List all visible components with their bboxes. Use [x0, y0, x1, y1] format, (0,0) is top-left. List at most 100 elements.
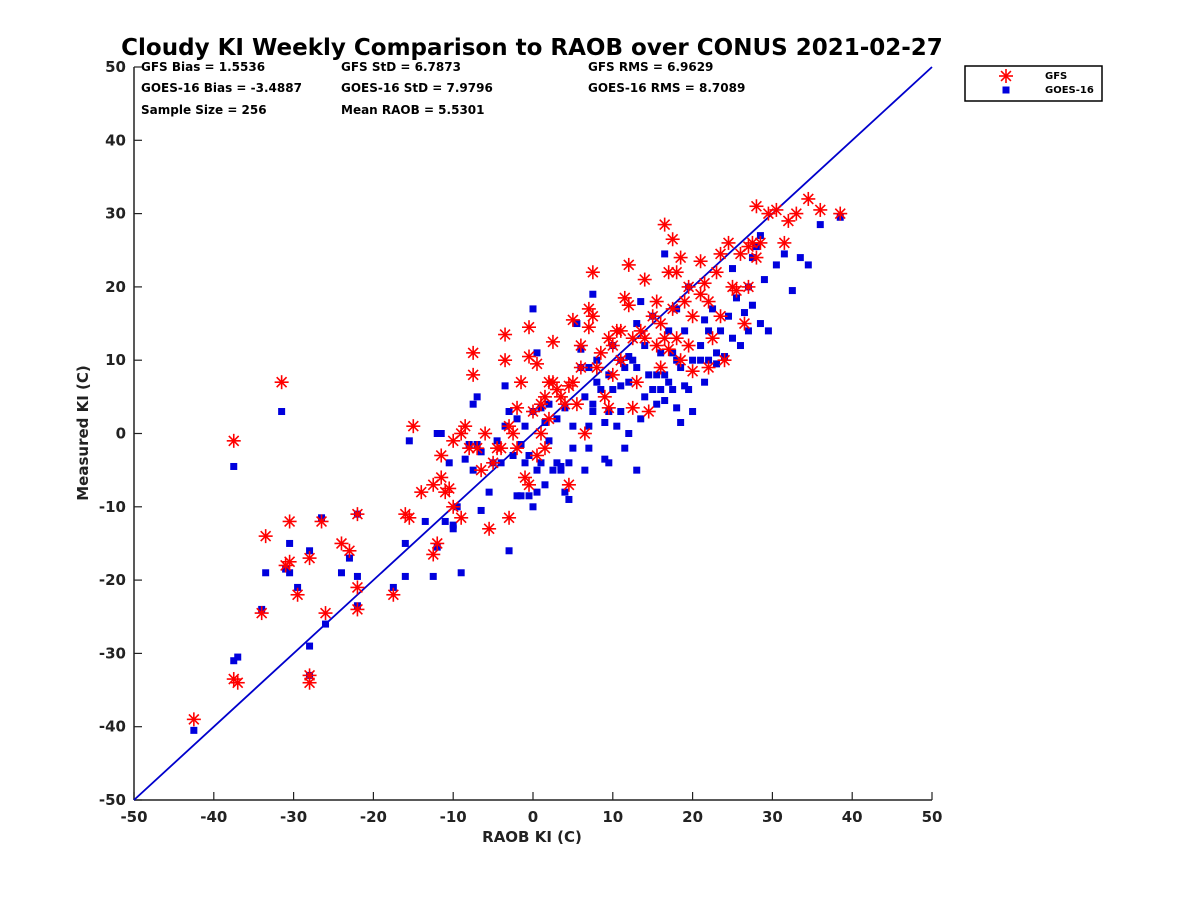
gfs-point [613, 323, 628, 338]
gfs-point [605, 338, 620, 353]
gfs-point [729, 283, 744, 298]
goes16-point [505, 408, 513, 416]
x-tick-label: -10 [440, 808, 467, 826]
goes16-point [681, 382, 689, 390]
goes16-point [804, 261, 812, 269]
goes16-point [469, 400, 477, 408]
goes16-point [557, 466, 565, 474]
goes16-point [262, 569, 270, 577]
goes16-point [457, 569, 465, 577]
gfs-point [510, 441, 525, 456]
goes16-point [513, 492, 521, 500]
goes16-point [533, 349, 541, 357]
goes16-point [322, 620, 330, 628]
goes16-point [529, 503, 537, 511]
goes16-point [497, 459, 505, 467]
goes16-point [581, 393, 589, 401]
gfs-point [302, 675, 317, 690]
goes16-point [449, 525, 457, 533]
x-tick-label: 0 [528, 808, 538, 826]
goes16-point [585, 444, 593, 452]
gfs-point [741, 279, 756, 294]
goes16-point [505, 547, 513, 555]
gfs-point [314, 514, 329, 529]
x-tick-label: 50 [922, 808, 943, 826]
legend-goes-square [1002, 86, 1010, 94]
gfs-point [665, 232, 680, 247]
y-tick-label: 20 [105, 278, 126, 296]
goes16-point [685, 386, 693, 394]
goes16-point [517, 492, 525, 500]
goes16-point [345, 554, 353, 562]
goes16-point [529, 305, 537, 313]
goes16-point [641, 393, 649, 401]
goes16-point [617, 382, 625, 390]
goes16-point [713, 349, 721, 357]
gfs-point [537, 389, 552, 404]
gfs-point [669, 265, 684, 280]
goes16-point [549, 466, 557, 474]
gfs-point [350, 507, 365, 522]
gfs-point [545, 375, 560, 390]
gfs-point [514, 375, 529, 390]
gfs-point [657, 331, 672, 346]
gfs-point [605, 367, 620, 382]
goes16-point [709, 305, 717, 313]
gfs-point [518, 470, 533, 485]
goes16-point [621, 364, 629, 372]
goes16-point [764, 327, 772, 335]
gfs-point [402, 510, 417, 525]
goes16-point [661, 250, 669, 258]
gfs-point [713, 246, 728, 261]
gfs-point [681, 338, 696, 353]
x-axis-label: RAOB KI (C) [482, 828, 582, 846]
goes16-point [565, 495, 573, 503]
goes16-point [649, 386, 657, 394]
gfs-point [486, 455, 501, 470]
gfs-point [709, 265, 724, 280]
gfs-point [573, 338, 588, 353]
chart-title: Cloudy KI Weekly Comparison to RAOB over… [121, 35, 943, 61]
goes16-point [589, 290, 597, 298]
gfs-point [697, 276, 712, 291]
goes16-point [493, 437, 501, 445]
goes16-point [665, 327, 673, 335]
goes16-point [353, 572, 361, 580]
goes16-point [569, 422, 577, 430]
gfs-point [186, 712, 201, 727]
goes16-point [589, 400, 597, 408]
gfs-point [522, 320, 537, 335]
goes16-point [286, 539, 294, 547]
goes16-point [725, 312, 733, 320]
goes16-point [405, 437, 413, 445]
legend-box [964, 65, 1103, 102]
goes16-point [501, 382, 509, 390]
goes16-point [756, 320, 764, 328]
goes16-point [760, 276, 768, 284]
goes16-point [736, 342, 744, 350]
goes16-point [629, 356, 637, 364]
y-tick-label: -40 [99, 718, 126, 736]
goes16-point [657, 349, 665, 357]
sample-size-stat: Sample Size = 256 [141, 103, 267, 117]
goes16-point [581, 466, 589, 474]
goes16-point [689, 356, 697, 364]
gfs-point [350, 580, 365, 595]
gfs-point [506, 426, 521, 441]
gfs-point [230, 675, 245, 690]
x-tick-label: -40 [200, 808, 227, 826]
goes16-point [633, 466, 641, 474]
gfs-point [721, 235, 736, 250]
goes16-point [337, 569, 345, 577]
gfs-point [434, 448, 449, 463]
gfs-point [258, 529, 273, 544]
gfs-point [569, 397, 584, 412]
gfs-point [649, 338, 664, 353]
gfs-point [649, 294, 664, 309]
y-tick-label: 10 [105, 351, 126, 369]
x-tick-label: 10 [602, 808, 623, 826]
goes16-point [533, 466, 541, 474]
gfs-point [801, 191, 816, 206]
gfs-point [669, 331, 684, 346]
legend-goes-label: GOES-16 [1045, 85, 1094, 96]
